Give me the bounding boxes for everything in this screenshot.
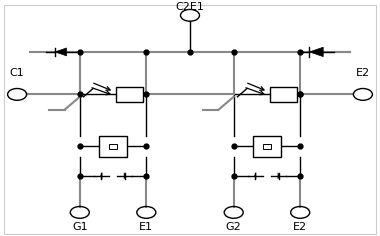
Text: E2: E2 xyxy=(293,222,307,232)
Text: C2E1: C2E1 xyxy=(176,2,204,12)
Text: G2: G2 xyxy=(226,222,242,232)
Text: C1: C1 xyxy=(10,68,24,78)
Polygon shape xyxy=(255,173,256,179)
Text: E2: E2 xyxy=(356,68,370,78)
Polygon shape xyxy=(309,47,323,57)
Text: E1: E1 xyxy=(139,222,153,232)
Text: G1: G1 xyxy=(72,222,88,232)
Bar xyxy=(263,144,271,149)
Bar xyxy=(109,144,117,149)
Polygon shape xyxy=(124,173,125,179)
Polygon shape xyxy=(278,173,279,179)
Polygon shape xyxy=(101,173,102,179)
Bar xyxy=(253,136,280,157)
Polygon shape xyxy=(55,48,66,56)
Bar xyxy=(100,136,127,157)
Bar xyxy=(116,87,143,102)
Bar xyxy=(270,87,297,102)
